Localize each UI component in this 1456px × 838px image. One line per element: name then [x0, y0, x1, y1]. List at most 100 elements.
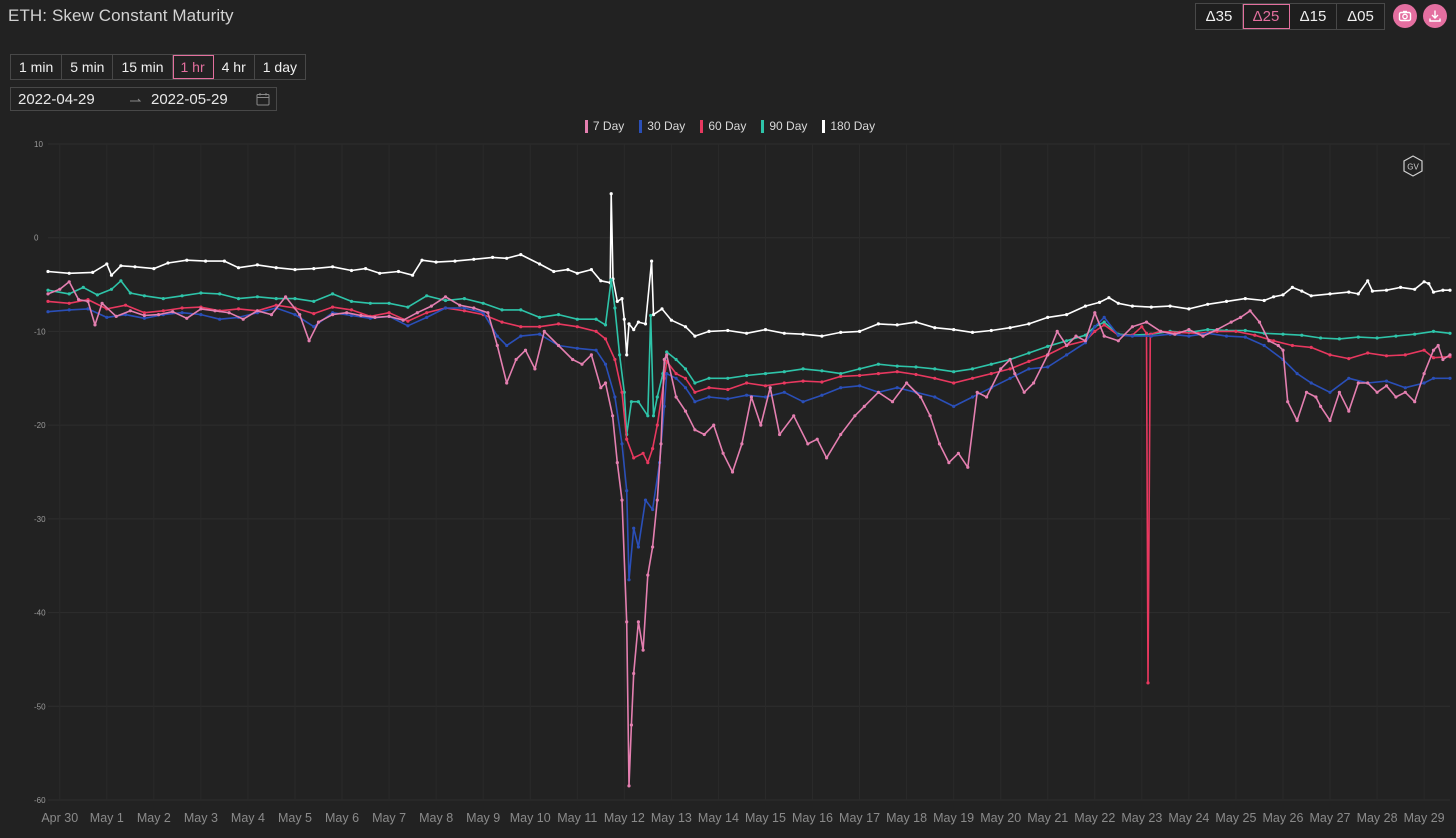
x-tick-label: May 15	[745, 811, 786, 825]
data-point-30-day	[1224, 334, 1229, 338]
data-point-7-day	[702, 432, 706, 437]
data-point-180-day	[411, 273, 415, 277]
data-point-7-day	[730, 470, 735, 474]
data-point-7-day	[1116, 339, 1120, 343]
data-point-60-day	[1272, 339, 1276, 343]
legend-item-90-day[interactable]: 90 Day	[757, 119, 807, 133]
data-point-30-day	[199, 313, 203, 317]
data-point-30-day	[505, 343, 509, 348]
data-point-60-day	[1290, 343, 1294, 348]
data-point-30-day	[613, 395, 617, 399]
data-point-90-day	[128, 291, 132, 295]
delta-35-button[interactable]: Δ35	[1196, 4, 1243, 29]
screenshot-button[interactable]	[1393, 4, 1417, 28]
data-point-7-day	[646, 573, 650, 577]
data-point-7-day	[199, 307, 203, 311]
data-point-180-day	[636, 320, 641, 324]
date-range-separator	[129, 90, 143, 107]
interval-1min-button[interactable]: 1 min	[11, 55, 63, 79]
interval-1day-button[interactable]: 1 day	[262, 59, 297, 75]
data-point-60-day	[406, 319, 410, 323]
delta-25-button[interactable]: Δ25	[1243, 4, 1290, 29]
data-point-180-day	[707, 329, 711, 333]
interval-4hr-button[interactable]: 4 hr	[214, 55, 255, 79]
data-point-7-day	[505, 381, 509, 385]
calendar-icon[interactable]	[256, 92, 270, 106]
gv-watermark-logo: GV	[1403, 155, 1423, 177]
date-start-input[interactable]: 2022-04-29	[18, 91, 95, 108]
data-point-7-day	[815, 437, 819, 441]
data-point-180-day	[858, 329, 862, 333]
legend-item-60-day[interactable]: 60 Day	[696, 119, 746, 133]
data-point-180-day	[1168, 304, 1172, 308]
data-point-60-day	[782, 381, 786, 385]
data-point-7-day	[632, 671, 636, 676]
data-point-90-day	[46, 288, 50, 292]
data-point-180-day	[453, 259, 457, 263]
data-point-60-day	[651, 447, 655, 451]
data-point-180-day	[726, 328, 730, 333]
data-point-7-day	[1083, 339, 1087, 343]
data-point-180-day	[1065, 313, 1069, 317]
data-point-90-day	[255, 295, 259, 299]
data-point-180-day	[1328, 292, 1332, 296]
data-point-7-day	[1295, 418, 1299, 423]
data-point-90-day	[1319, 336, 1323, 340]
data-point-60-day	[641, 451, 645, 455]
data-point-7-day	[1065, 343, 1069, 348]
data-point-7-day	[486, 311, 490, 315]
data-point-7-day	[611, 414, 615, 418]
data-point-60-day	[914, 372, 918, 377]
data-point-180-day	[491, 255, 495, 259]
data-point-180-day	[91, 270, 95, 274]
data-point-60-day	[933, 376, 937, 380]
data-point-7-day	[255, 309, 259, 313]
data-point-60-day	[142, 311, 146, 315]
date-end-input[interactable]: 2022-05-29	[151, 91, 228, 108]
data-point-180-day	[1272, 295, 1276, 299]
data-point-30-day	[839, 386, 843, 390]
data-point-30-day	[1309, 381, 1313, 385]
x-tick-label: May 24	[1168, 811, 1209, 825]
data-point-30-day	[801, 400, 805, 404]
data-point-7-day	[1008, 357, 1012, 362]
data-point-90-day	[1065, 339, 1069, 343]
interval-5min-button[interactable]: 5 min	[62, 55, 114, 79]
y-tick-label: -60	[34, 796, 46, 805]
data-point-60-day	[1008, 367, 1012, 371]
x-tick-label: May 10	[510, 811, 551, 825]
data-point-90-day	[1027, 351, 1031, 355]
data-point-90-day	[575, 317, 579, 321]
data-point-90-day	[312, 299, 316, 303]
legend-item-30-day[interactable]: 30 Day	[635, 119, 685, 133]
data-point-7-day	[185, 316, 189, 320]
data-point-7-day	[1337, 390, 1341, 394]
interval-1hr-button[interactable]: 1 hr	[172, 55, 214, 79]
date-range-picker[interactable]: 2022-04-29 2022-05-29	[10, 87, 277, 111]
data-point-7-day	[625, 620, 629, 624]
data-point-7-day	[1319, 404, 1323, 408]
series-line-60-day	[47, 298, 1451, 684]
data-point-180-day	[166, 261, 170, 265]
data-point-7-day	[1286, 400, 1290, 404]
interval-15min-button[interactable]: 15 min	[113, 55, 173, 79]
data-point-180-day	[349, 268, 354, 273]
data-point-30-day	[443, 306, 448, 310]
data-point-180-day	[119, 264, 123, 268]
data-point-90-day	[858, 367, 862, 371]
data-point-30-day	[1243, 335, 1247, 339]
data-point-60-day	[274, 303, 278, 307]
data-point-7-day	[665, 353, 669, 357]
delta-05-button[interactable]: Δ05	[1347, 8, 1374, 25]
legend-item-7-day[interactable]: 7 Day	[581, 119, 624, 133]
delta-15-button[interactable]: Δ15	[1290, 4, 1337, 29]
data-point-30-day	[1130, 334, 1134, 338]
data-point-60-day	[625, 437, 629, 441]
data-point-7-day	[1074, 334, 1078, 338]
data-point-7-day	[627, 784, 631, 788]
download-button[interactable]	[1423, 4, 1447, 28]
data-point-7-day	[458, 303, 462, 307]
legend-item-180-day[interactable]: 180 Day	[818, 119, 875, 133]
data-point-7-day	[603, 381, 608, 385]
data-point-7-day	[100, 301, 104, 305]
